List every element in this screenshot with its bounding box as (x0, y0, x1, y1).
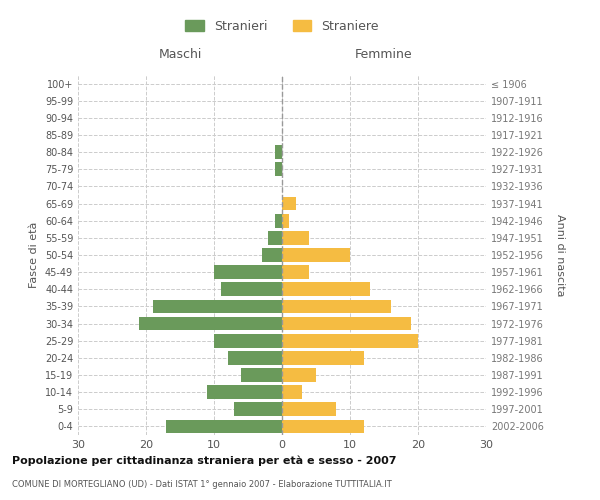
Y-axis label: Fasce di età: Fasce di età (29, 222, 39, 288)
Y-axis label: Anni di nascita: Anni di nascita (555, 214, 565, 296)
Bar (235, 402, 282, 416)
Bar (282, 420, 364, 434)
Text: COMUNE DI MORTEGLIANO (UD) - Dati ISTAT 1° gennaio 2007 - Elaborazione TUTTITALI: COMUNE DI MORTEGLIANO (UD) - Dati ISTAT … (12, 480, 392, 489)
Bar (207, 386, 282, 399)
Bar (275, 146, 282, 159)
Text: Femmine: Femmine (355, 48, 413, 62)
Bar (227, 351, 282, 364)
Legend: Stranieri, Straniere: Stranieri, Straniere (182, 16, 383, 37)
Text: Popolazione per cittadinanza straniera per età e sesso - 2007: Popolazione per cittadinanza straniera p… (12, 455, 397, 466)
Bar (282, 334, 418, 347)
Bar (262, 248, 282, 262)
Bar (275, 214, 282, 228)
Bar (275, 162, 282, 176)
Bar (221, 282, 282, 296)
Bar (282, 196, 296, 210)
Bar (282, 368, 316, 382)
Bar (282, 214, 289, 228)
Bar (268, 231, 282, 244)
Bar (166, 420, 282, 434)
Bar (139, 316, 282, 330)
Bar (282, 266, 309, 279)
Bar (214, 334, 282, 347)
Bar (241, 368, 282, 382)
Text: Maschi: Maschi (158, 48, 202, 62)
Bar (282, 316, 411, 330)
Bar (282, 282, 370, 296)
Bar (282, 386, 302, 399)
Bar (282, 231, 309, 244)
Bar (282, 300, 391, 314)
Bar (282, 402, 337, 416)
Bar (282, 248, 350, 262)
Bar (153, 300, 282, 314)
Bar (214, 266, 282, 279)
Bar (282, 351, 364, 364)
